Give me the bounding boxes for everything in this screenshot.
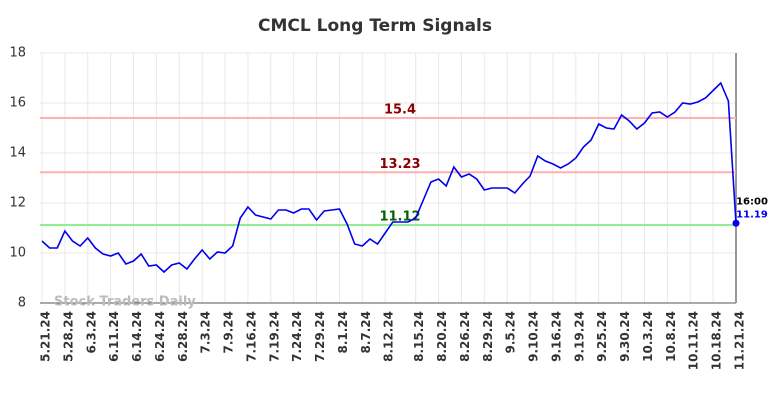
y-tick-label: 14 bbox=[9, 146, 26, 161]
x-tick-label: 8.26.24 bbox=[458, 311, 472, 362]
x-tick-label: 11.21.24 bbox=[733, 311, 747, 370]
x-tick-label: 9.10.24 bbox=[527, 311, 541, 362]
x-tick-label: 9.16.24 bbox=[549, 311, 563, 362]
signal-label: 15.4 bbox=[384, 103, 416, 118]
watermark: Stock Traders Daily bbox=[54, 295, 196, 310]
x-tick-label: 6.24.24 bbox=[153, 311, 167, 362]
chart-title: CMCL Long Term Signals bbox=[258, 16, 492, 36]
last-time: 16:00 bbox=[736, 196, 768, 207]
x-tick-label: 10.8.24 bbox=[664, 311, 678, 362]
x-tick-label: 9.5.24 bbox=[504, 311, 518, 354]
x-tick-label: 5.21.24 bbox=[39, 311, 53, 362]
x-tick-label: 9.30.24 bbox=[618, 311, 632, 362]
x-tick-label: 8.29.24 bbox=[481, 311, 495, 362]
x-tick-label: 7.16.24 bbox=[244, 311, 258, 362]
signal-label: 13.23 bbox=[379, 157, 420, 172]
x-tick-label: 7.9.24 bbox=[222, 311, 236, 354]
x-tick-label: 10.11.24 bbox=[687, 311, 701, 370]
y-tick-label: 18 bbox=[9, 46, 26, 61]
x-tick-label: 8.7.24 bbox=[359, 311, 373, 354]
y-tick-label: 16 bbox=[9, 96, 26, 111]
x-tick-label: 7.24.24 bbox=[290, 311, 304, 362]
x-tick-label: 6.11.24 bbox=[107, 311, 121, 362]
y-tick-label: 10 bbox=[9, 246, 26, 261]
x-tick-label: 9.25.24 bbox=[595, 311, 609, 362]
y-tick-label: 12 bbox=[9, 196, 26, 211]
x-tick-label: 6.14.24 bbox=[130, 311, 144, 362]
last-point bbox=[732, 219, 740, 227]
x-tick-label: 10.3.24 bbox=[641, 311, 655, 362]
y-tick-label: 8 bbox=[18, 296, 26, 311]
series-line bbox=[41, 81, 737, 274]
x-tick-label: 8.1.24 bbox=[336, 311, 350, 354]
x-tick-label: 8.20.24 bbox=[435, 311, 449, 362]
x-tick-label: 7.3.24 bbox=[199, 311, 213, 354]
x-tick-label: 6.3.24 bbox=[84, 311, 98, 354]
x-tick-label: 8.15.24 bbox=[412, 311, 426, 362]
x-tick-label: 10.18.24 bbox=[710, 311, 724, 370]
x-tick-label: 6.28.24 bbox=[176, 311, 190, 362]
x-tick-label: 8.12.24 bbox=[382, 311, 396, 362]
x-tick-label: 5.28.24 bbox=[61, 311, 75, 362]
last-value: 11.19 bbox=[736, 209, 768, 220]
x-tick-label: 9.19.24 bbox=[572, 311, 586, 362]
x-tick-label: 7.19.24 bbox=[267, 311, 281, 362]
x-tick-label: 7.29.24 bbox=[313, 311, 327, 362]
